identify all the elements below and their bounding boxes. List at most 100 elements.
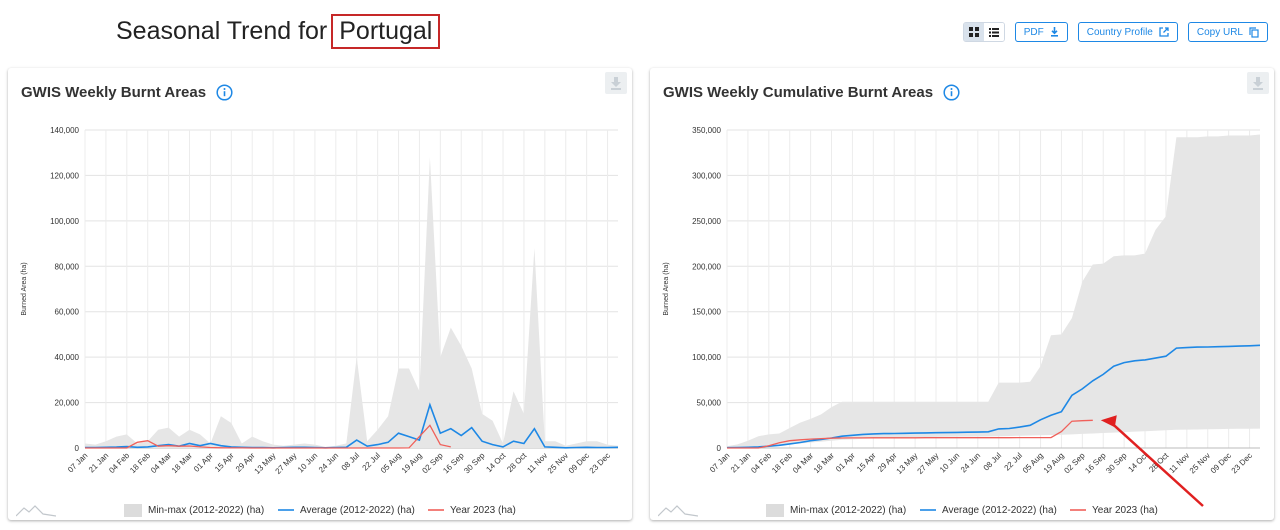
x-tick-label: 27 May (274, 451, 299, 476)
x-tick-label: 21 Jan (729, 451, 752, 474)
info-icon[interactable] (943, 84, 960, 101)
chart-download-button[interactable] (605, 72, 627, 94)
x-tick-label: 30 Sep (462, 451, 487, 476)
page-title-prefix: Seasonal Trend for (116, 17, 328, 45)
cumulative-chart: 0 50,000 100,000 150,000 200,000 250,000 300,0… (663, 126, 1261, 517)
y-tick-label: 60,000 (55, 308, 80, 317)
x-tick-label: 25 Nov (1188, 451, 1212, 475)
y-tick-label: 50,000 (697, 399, 722, 408)
x-tick-label: 09 Dec (1209, 451, 1233, 475)
y-tick-label: 350,000 (692, 126, 721, 135)
view-toggle (962, 22, 1005, 42)
x-tick-label: 16 Sep (441, 451, 466, 476)
legend-swatch-minmax (766, 504, 784, 517)
chart-download-button[interactable] (1247, 72, 1269, 94)
x-tick-label: 13 May (895, 451, 920, 476)
x-tick-label: 28 Oct (505, 451, 529, 475)
legend-label-average: Average (2012-2022) (ha) (942, 505, 1057, 516)
page-header: Seasonal Trend for Portugal PDF (0, 0, 1280, 62)
x-tick-label: 27 May (916, 451, 941, 476)
chart-legend: Min-max (2012-2022) (ha) Average (2012-20… (766, 504, 1158, 517)
download-icon (1050, 27, 1058, 37)
y-axis-label: Burned Area (ha) (21, 262, 28, 315)
x-tick-label: 07 Jan (708, 451, 731, 474)
x-tick-label: 02 Sep (1062, 451, 1087, 476)
x-tick-label: 04 Mar (791, 451, 815, 475)
x-tick-label: 19 Aug (1042, 451, 1066, 475)
x-tick-label: 14 Oct (484, 451, 508, 475)
legend-swatch-minmax (124, 504, 142, 517)
annotation-arrow-shaft (1109, 421, 1204, 507)
year-2023-line (727, 419, 1093, 449)
list-icon (988, 27, 999, 37)
x-tick-label: 18 Feb (128, 451, 152, 475)
year-2023-line (85, 424, 451, 449)
x-tick-label: 13 May (253, 451, 278, 476)
x-tick-label: 08 Jul (340, 451, 362, 473)
x-tick-label: 24 Jun (317, 451, 340, 474)
download-icon (1253, 76, 1263, 90)
y-tick-label: 120,000 (50, 171, 79, 180)
weekly-chart: 0 20,000 40,000 60,000 80,000 100,000 120,000 1… (21, 126, 619, 517)
gwis-logo-icon (16, 505, 56, 517)
x-tick-label: 07 Jan (66, 451, 89, 474)
x-tick-label: 15 Apr (855, 451, 878, 474)
x-tick-label: 25 Nov (546, 451, 570, 475)
x-tick-label: 19 Aug (400, 451, 424, 475)
x-tick-label: 18 Mar (812, 451, 836, 475)
y-tick-label: 150,000 (692, 308, 721, 317)
x-tick-label: 08 Jul (982, 451, 1004, 473)
x-tick-label: 10 Jun (296, 451, 319, 474)
y-tick-label: 200,000 (692, 262, 721, 271)
x-tick-label: 04 Feb (107, 451, 131, 475)
minmax-band (727, 134, 1260, 448)
pdf-button[interactable]: PDF (1014, 22, 1068, 42)
gwis-logo-icon (658, 505, 698, 517)
x-tick-label: 01 Apr (834, 451, 857, 474)
y-tick-label: 300,000 (692, 171, 721, 180)
copy-url-label: Copy URL (1196, 26, 1243, 38)
toolbar: PDF Country Profile Copy URL (962, 22, 1268, 42)
x-tick-label: 23 Dec (588, 451, 612, 475)
x-tick-label: 16 Sep (1083, 451, 1108, 476)
annotation-arrow-head (1100, 415, 1117, 428)
weekly-burnt-areas-panel: GWIS Weekly Burnt Areas 0 20,000 40,000 60,… (8, 68, 632, 520)
grid-view-button[interactable] (963, 23, 984, 41)
average-line (726, 344, 1261, 449)
y-tick-label: 100,000 (692, 353, 721, 362)
x-tick-label: 28 Oct (1147, 451, 1171, 475)
chart-title: GWIS Weekly Burnt Areas (21, 84, 207, 101)
legend-label-minmax: Min-max (2012-2022) (ha) (790, 505, 906, 516)
info-icon[interactable] (216, 84, 233, 101)
pdf-button-label: PDF (1023, 26, 1044, 38)
country-profile-button[interactable]: Country Profile (1077, 22, 1178, 42)
cumulative-burnt-areas-panel: GWIS Weekly Cumulative Burnt Areas 0 50,0… (650, 68, 1274, 520)
copy-url-button[interactable]: Copy URL (1187, 22, 1268, 42)
x-tick-label: 04 Mar (149, 451, 173, 475)
panel-title: GWIS Weekly Burnt Areas (21, 84, 233, 101)
x-tick-label: 24 Jun (959, 451, 982, 474)
x-tick-label: 05 Aug (1021, 451, 1045, 475)
y-tick-label: 0 (717, 444, 722, 453)
legend-label-average: Average (2012-2022) (ha) (300, 505, 415, 516)
x-tick-label: 23 Dec (1230, 451, 1254, 475)
x-tick-label: 05 Aug (379, 451, 403, 475)
country-profile-label: Country Profile (1086, 26, 1153, 38)
chart-legend: Min-max (2012-2022) (ha) Average (2012-20… (124, 504, 516, 517)
list-view-button[interactable] (983, 23, 1004, 41)
y-tick-label: 40,000 (55, 353, 80, 362)
chart-title: GWIS Weekly Cumulative Burnt Areas (663, 84, 934, 101)
legend-label-year: Year 2023 (ha) (1092, 505, 1158, 516)
x-tick-label: 30 Sep (1104, 451, 1129, 476)
download-icon (611, 76, 621, 90)
x-tick-label: 04 Feb (749, 451, 773, 475)
x-tick-label: 01 Apr (192, 451, 215, 474)
x-tick-label: 18 Mar (170, 451, 194, 475)
y-axis-label: Burned Area (ha) (663, 262, 670, 315)
page-title: Seasonal Trend for Portugal (116, 14, 441, 49)
minmax-band (85, 157, 618, 449)
x-tick-label: 09 Dec (567, 451, 591, 475)
open-in-new-icon (1159, 27, 1169, 37)
legend-label-year: Year 2023 (ha) (450, 505, 516, 516)
y-tick-label: 80,000 (55, 262, 80, 271)
